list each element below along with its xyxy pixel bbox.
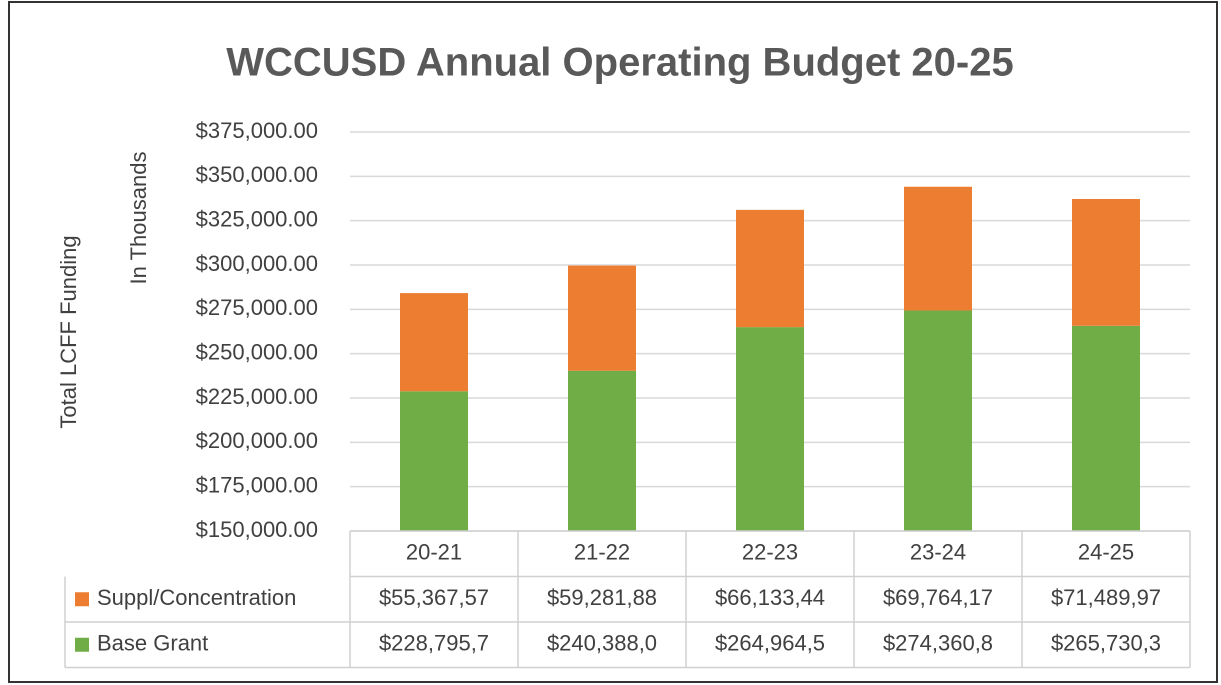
bar-segment xyxy=(400,293,468,392)
x-tick-label: 22-23 xyxy=(742,540,798,565)
y-axis-label: Total LCFF Funding xyxy=(56,235,81,428)
y-tick-label: $300,000.00 xyxy=(196,251,318,276)
bar-segment xyxy=(1072,325,1140,531)
data-table-value: $59,281,88 xyxy=(547,585,657,610)
y-tick-label: $200,000.00 xyxy=(196,428,318,453)
y-tick-label: $150,000.00 xyxy=(196,517,318,542)
bar-segment xyxy=(568,265,636,371)
legend-key xyxy=(75,592,89,607)
data-table-value: $55,367,57 xyxy=(379,585,489,610)
bar-segment xyxy=(1072,198,1140,326)
bar-segment xyxy=(400,391,468,531)
data-table-value: $66,133,44 xyxy=(715,585,825,610)
y-axis-sublabel: In Thousands xyxy=(126,152,151,285)
x-tick-label: 21-22 xyxy=(574,540,630,565)
y-tick-label: $350,000.00 xyxy=(196,162,318,187)
y-tick-label: $325,000.00 xyxy=(196,206,318,231)
bar-segment xyxy=(736,327,804,531)
bar-segment xyxy=(736,209,804,328)
bar-segment xyxy=(568,370,636,531)
legend-label: Suppl/Concentration xyxy=(97,585,296,610)
x-tick-label: 24-25 xyxy=(1078,540,1134,565)
legend-key xyxy=(75,637,89,652)
legend-label: Base Grant xyxy=(97,631,208,656)
data-table-value: $71,489,97 xyxy=(1051,585,1161,610)
data-table-value: $240,388,0 xyxy=(547,631,657,656)
bar-segment xyxy=(904,186,972,311)
y-tick-label: $375,000.00 xyxy=(196,118,318,143)
data-table-value: $274,360,8 xyxy=(883,631,993,656)
data-table-value: $69,764,17 xyxy=(883,585,993,610)
x-tick-label: 23-24 xyxy=(910,540,966,565)
y-tick-label: $175,000.00 xyxy=(196,472,318,497)
data-table-value: $264,964,5 xyxy=(715,631,825,656)
y-tick-label: $275,000.00 xyxy=(196,295,318,320)
y-tick-label: $250,000.00 xyxy=(196,339,318,364)
bar-segment xyxy=(904,310,972,531)
x-tick-label: 20-21 xyxy=(406,540,462,565)
data-table-value: $265,730,3 xyxy=(1051,631,1161,656)
y-tick-label: $225,000.00 xyxy=(196,384,318,409)
data-table-value: $228,795,7 xyxy=(379,631,489,656)
chart-title: WCCUSD Annual Operating Budget 20-25 xyxy=(226,41,1013,85)
